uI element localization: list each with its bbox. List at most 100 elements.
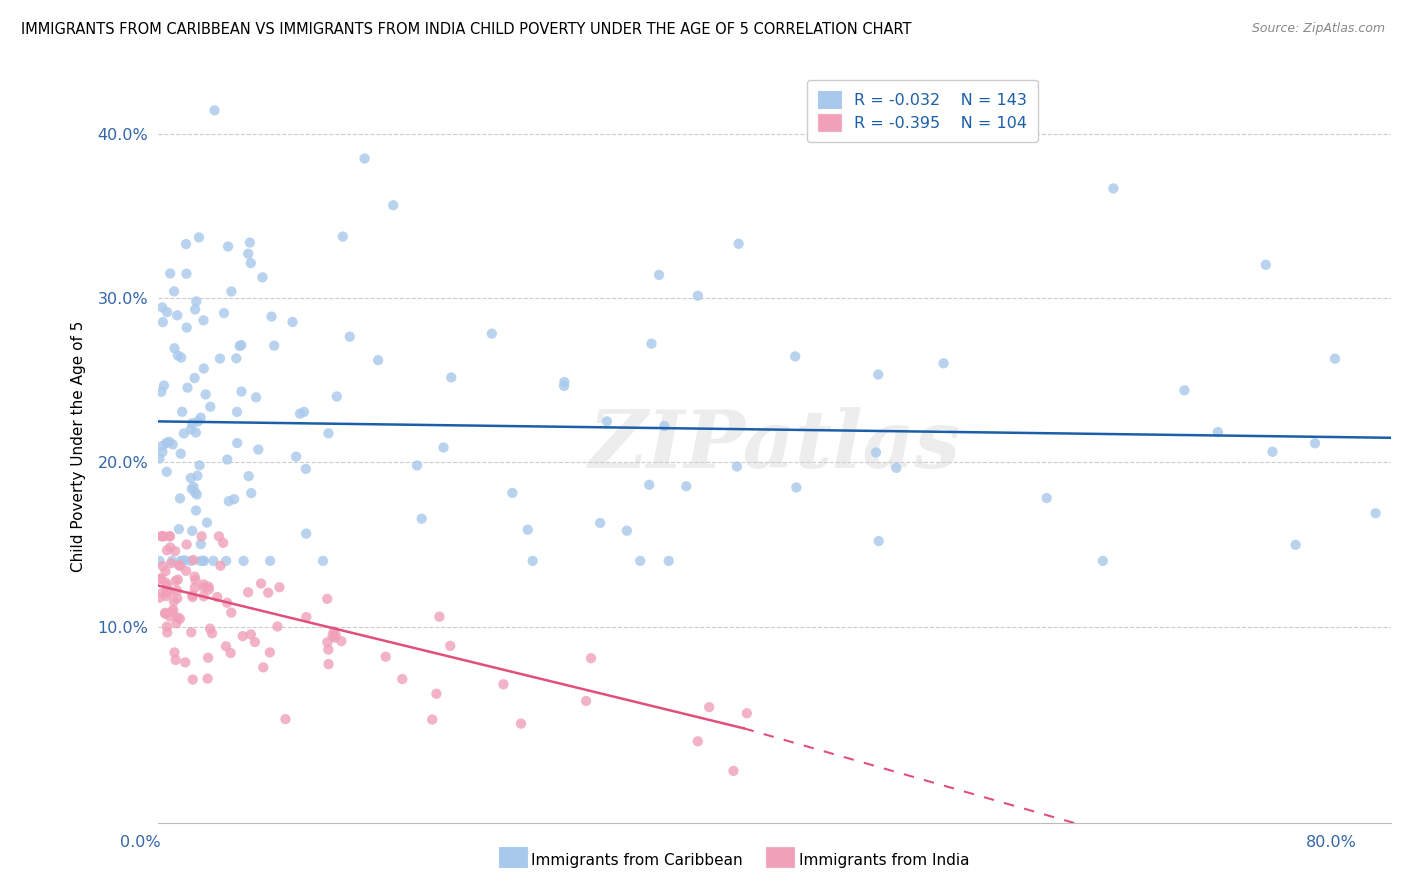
Point — [159, 529, 181, 543]
Point — [183, 553, 205, 567]
Point — [1254, 258, 1277, 272]
Point — [183, 480, 205, 494]
Point — [735, 706, 758, 721]
Point — [202, 554, 225, 568]
Point — [295, 610, 318, 624]
Point — [184, 573, 207, 587]
Text: 80.0%: 80.0% — [1306, 836, 1357, 850]
Point — [159, 529, 181, 543]
Point — [1285, 538, 1308, 552]
Point — [501, 486, 523, 500]
Point — [194, 387, 217, 401]
Point — [257, 585, 280, 599]
Point — [510, 716, 533, 731]
Point — [186, 487, 208, 501]
Point — [1324, 351, 1347, 366]
Point — [209, 558, 232, 573]
Point — [686, 289, 709, 303]
Point — [420, 713, 443, 727]
Point — [180, 422, 202, 436]
Legend: R = -0.032    N = 143, R = -0.395    N = 104: R = -0.032 N = 143, R = -0.395 N = 104 — [807, 80, 1038, 142]
Point — [212, 306, 235, 320]
Point — [184, 425, 207, 440]
Point — [167, 522, 190, 536]
Text: 0.0%: 0.0% — [120, 836, 160, 850]
Point — [266, 619, 288, 633]
Point — [1303, 436, 1326, 450]
Text: Source: ZipAtlas.com: Source: ZipAtlas.com — [1251, 22, 1385, 36]
Point — [193, 589, 215, 603]
Point — [323, 631, 346, 645]
Point — [150, 572, 173, 586]
Point — [239, 627, 262, 641]
Point — [190, 537, 212, 551]
Point — [228, 339, 250, 353]
Point — [575, 694, 598, 708]
Point — [184, 485, 207, 500]
Point — [318, 426, 340, 441]
Point — [231, 338, 253, 352]
Point — [212, 536, 235, 550]
Point — [176, 381, 198, 395]
Point — [339, 329, 361, 343]
Point — [250, 576, 273, 591]
Point — [169, 491, 191, 506]
Point — [217, 452, 239, 467]
Point — [382, 198, 405, 212]
Point — [312, 554, 335, 568]
Point — [148, 451, 170, 466]
Point — [193, 554, 215, 568]
Point — [616, 524, 638, 538]
Text: Immigrants from Caribbean: Immigrants from Caribbean — [531, 854, 744, 868]
Point — [292, 405, 315, 419]
Point — [553, 379, 575, 393]
Point — [252, 660, 274, 674]
Point — [367, 353, 389, 368]
Point — [295, 462, 318, 476]
Point — [596, 414, 619, 428]
Text: Immigrants from India: Immigrants from India — [799, 854, 969, 868]
Point — [188, 230, 211, 244]
Point — [697, 700, 720, 714]
Point — [224, 492, 246, 507]
Point — [785, 481, 807, 495]
Point — [218, 494, 240, 508]
Point — [215, 554, 238, 568]
Point — [156, 620, 179, 634]
Point — [166, 573, 188, 587]
Point — [201, 626, 224, 640]
Point — [217, 596, 239, 610]
Point — [163, 594, 186, 608]
Point — [492, 677, 515, 691]
Point — [239, 256, 262, 270]
Point — [658, 554, 681, 568]
Point — [406, 458, 429, 473]
Point — [440, 370, 463, 384]
Point — [153, 607, 176, 621]
Point — [173, 553, 195, 567]
Point — [160, 605, 183, 619]
Point — [198, 582, 221, 597]
Point — [156, 305, 179, 319]
Point — [173, 426, 195, 441]
Point — [330, 634, 353, 648]
Point — [181, 416, 204, 430]
Point — [318, 642, 340, 657]
Point — [165, 616, 187, 631]
Point — [184, 302, 207, 317]
Point — [162, 437, 184, 451]
Point — [150, 384, 173, 399]
Point — [411, 512, 433, 526]
Point — [156, 543, 179, 558]
Point — [157, 434, 180, 449]
Point — [156, 435, 179, 450]
Point — [180, 471, 202, 485]
Point — [259, 645, 281, 659]
Point — [159, 609, 181, 624]
Point — [1261, 444, 1284, 458]
Point — [868, 368, 890, 382]
Point — [1364, 506, 1386, 520]
Point — [152, 529, 174, 543]
Point — [152, 559, 174, 574]
Point — [183, 371, 205, 385]
